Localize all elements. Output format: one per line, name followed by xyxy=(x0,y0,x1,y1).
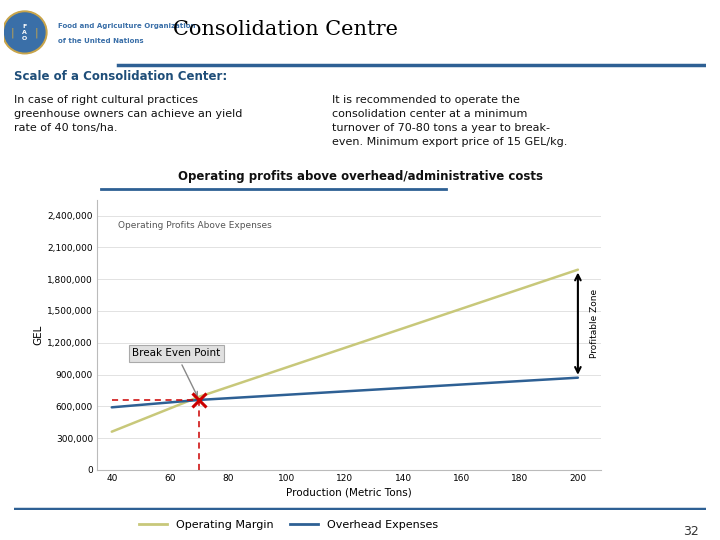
Text: |: | xyxy=(35,27,39,38)
Text: O: O xyxy=(22,36,27,40)
Text: Scale of a Consolidation Center:: Scale of a Consolidation Center: xyxy=(14,71,228,84)
Text: Food and Agriculture Organization: Food and Agriculture Organization xyxy=(58,23,195,29)
Legend: Operating Margin, Overhead Expenses: Operating Margin, Overhead Expenses xyxy=(135,516,443,535)
Circle shape xyxy=(3,11,47,54)
Overhead Expenses xyxy=(107,404,116,410)
Text: Break Even Point: Break Even Point xyxy=(132,348,220,396)
Text: In case of right cultural practices
greenhouse owners can achieve an yield
rate : In case of right cultural practices gree… xyxy=(14,96,243,133)
Operating Margin xyxy=(107,428,116,435)
Overhead Expenses xyxy=(195,397,204,403)
Y-axis label: GEL: GEL xyxy=(33,325,43,345)
Text: A: A xyxy=(22,30,27,35)
Text: Operating profits above overhead/administrative costs: Operating profits above overhead/adminis… xyxy=(178,170,542,183)
Operating Margin xyxy=(574,266,582,273)
Line: Overhead Expenses: Overhead Expenses xyxy=(112,377,578,407)
Text: F: F xyxy=(22,24,27,29)
Text: Profitable Zone: Profitable Zone xyxy=(590,289,598,358)
Text: 32: 32 xyxy=(683,524,698,538)
X-axis label: Production (Metric Tons): Production (Metric Tons) xyxy=(287,487,412,497)
Text: of the United Nations: of the United Nations xyxy=(58,38,143,44)
Text: Operating Profits Above Expenses: Operating Profits Above Expenses xyxy=(117,221,271,230)
Circle shape xyxy=(4,13,45,52)
Text: Consolidation Centre: Consolidation Centre xyxy=(173,21,397,39)
Line: Operating Margin: Operating Margin xyxy=(112,269,578,431)
Text: It is recommended to operate the
consolidation center at a minimum
turnover of 7: It is recommended to operate the consoli… xyxy=(333,96,568,147)
Operating Margin xyxy=(195,394,204,400)
Overhead Expenses xyxy=(574,374,582,381)
Text: |: | xyxy=(11,27,14,38)
